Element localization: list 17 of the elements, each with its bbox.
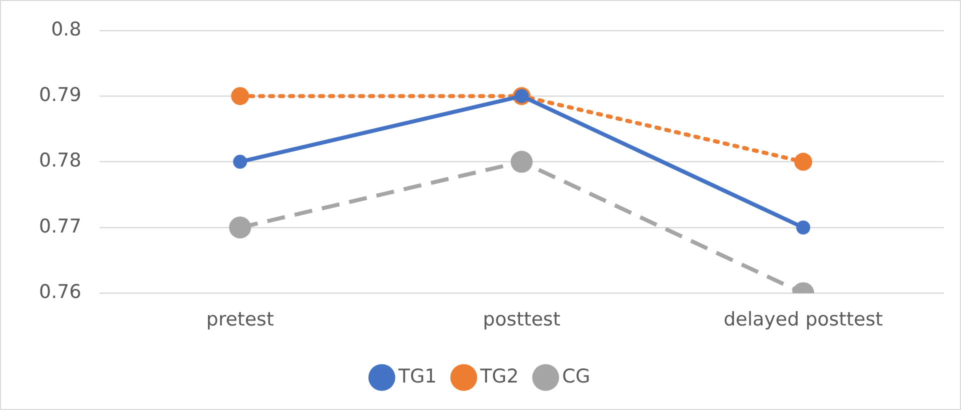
- y-tick-label: 0.8: [51, 18, 82, 40]
- legend-label: CG: [562, 365, 590, 388]
- y-tick-label: 0.79: [38, 84, 82, 106]
- point: [231, 87, 250, 106]
- legend-label: TG2: [479, 365, 519, 388]
- point: [229, 216, 252, 238]
- point: [510, 150, 533, 173]
- y-tick-label: 0.77: [38, 215, 82, 238]
- x-tick-label: pretest: [206, 308, 274, 331]
- point: [796, 220, 810, 234]
- legend-label: TG1: [397, 365, 437, 388]
- y-tick-label: 0.78: [38, 150, 82, 172]
- x-tick-label: delayed posttest: [724, 308, 883, 331]
- x-tick-label: posttest: [482, 308, 560, 331]
- point: [233, 154, 248, 169]
- point: [794, 152, 812, 171]
- y-tick-label: 0.76: [38, 281, 82, 304]
